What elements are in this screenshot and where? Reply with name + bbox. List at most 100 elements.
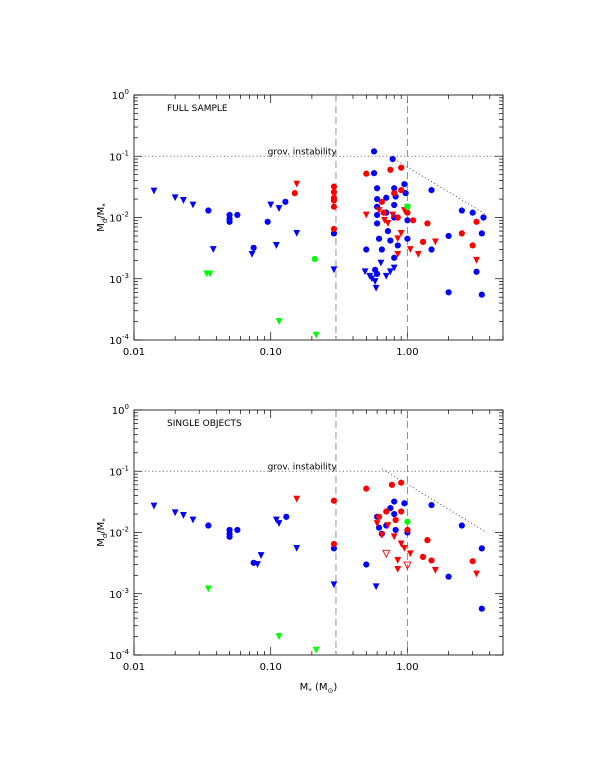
y-tick-label: 10-3 bbox=[109, 272, 129, 286]
y-tick-label: 10-1 bbox=[109, 149, 129, 163]
red-circle-point bbox=[469, 242, 476, 249]
x-axis-label: M* (M⊙) bbox=[300, 682, 338, 695]
blue-triangle-point bbox=[254, 561, 261, 568]
blue-circle-point bbox=[250, 244, 257, 251]
blue-circle-point bbox=[205, 522, 212, 529]
blue-triangle-point bbox=[209, 246, 217, 253]
x-tick-label: 0.01 bbox=[123, 662, 145, 673]
red-triangle-point bbox=[381, 216, 388, 224]
blue-circle-point bbox=[478, 230, 485, 237]
red-circle-point bbox=[404, 526, 411, 534]
blue-triangle-point bbox=[382, 272, 390, 280]
blue-circle-point bbox=[391, 510, 398, 518]
blue-triangle-point bbox=[267, 201, 275, 209]
red-triangle-point bbox=[400, 545, 408, 552]
red-circle-point bbox=[473, 218, 480, 225]
blue-circle-point bbox=[330, 230, 338, 237]
blue-circle-point bbox=[458, 522, 465, 529]
red-triangle-point bbox=[397, 230, 405, 237]
red-open-triangle-point bbox=[403, 561, 412, 570]
instability-label: grov. instability bbox=[268, 147, 338, 157]
red-circle-point bbox=[398, 164, 405, 171]
blue-circle-point bbox=[473, 268, 480, 275]
red-circle-point bbox=[363, 170, 370, 177]
y-tick-label: 10-4 bbox=[109, 333, 129, 347]
blue-circle-point bbox=[445, 289, 452, 296]
blue-circle-point bbox=[445, 573, 452, 580]
blue-triangle-point bbox=[180, 197, 187, 204]
green-triangle-point bbox=[275, 633, 283, 640]
red-circle-point bbox=[375, 513, 383, 520]
blue-triangle-point bbox=[377, 259, 385, 267]
red-triangle-point bbox=[473, 256, 480, 264]
red-circle-point bbox=[378, 198, 385, 205]
y-tick-label: 10-2 bbox=[109, 211, 129, 225]
top-panel-full-sample: 0.01 0.10 1.00 100 10-1 10-2 10-3 10-4 Md/M* FULL… bbox=[96, 88, 504, 358]
blue-triangle-point bbox=[248, 250, 256, 258]
blue-circle-point bbox=[391, 185, 398, 192]
red-circle-point bbox=[330, 225, 338, 233]
blue-circle-point bbox=[478, 605, 485, 612]
blue-triangle-point bbox=[180, 512, 187, 519]
blue-circle-point bbox=[363, 246, 370, 253]
x-tick-label: 1.00 bbox=[396, 347, 418, 358]
red-circle-point bbox=[291, 190, 298, 197]
blue-circle-point bbox=[480, 214, 487, 221]
blue-triangle-point bbox=[293, 545, 301, 552]
red-triangle-point bbox=[431, 567, 439, 574]
x-tick-label: 1.00 bbox=[396, 662, 418, 673]
red-triangle-point bbox=[378, 531, 386, 539]
panel-annotation: FULL SAMPLE bbox=[167, 104, 228, 114]
blue-circle-point bbox=[374, 211, 381, 219]
red-circle-point bbox=[330, 183, 338, 190]
red-circle-point bbox=[458, 230, 465, 237]
blue-circle-point bbox=[226, 533, 233, 540]
diagonal-limit-line bbox=[381, 468, 487, 533]
blue-circle-point bbox=[387, 237, 394, 244]
red-triangle-point bbox=[293, 495, 301, 503]
red-triangle-point bbox=[406, 246, 414, 253]
diagonal-limit-line bbox=[393, 158, 487, 216]
red-triangle-point bbox=[431, 238, 439, 246]
blue-circle-point bbox=[391, 498, 398, 505]
red-circle-point bbox=[398, 508, 405, 515]
blue-triangle-point bbox=[372, 583, 380, 591]
red-circle-point bbox=[330, 540, 338, 548]
green-triangle-point bbox=[204, 585, 212, 593]
blue-triangle-point bbox=[189, 516, 197, 524]
red-circle-point bbox=[424, 537, 431, 544]
blue-triangle-point bbox=[293, 230, 301, 237]
instability-label: grov. instability bbox=[268, 462, 338, 472]
red-triangle-point bbox=[362, 211, 370, 219]
red-circle-point bbox=[469, 558, 476, 565]
green-circle-point bbox=[311, 255, 318, 263]
green-triangle-point bbox=[206, 270, 214, 278]
blue-circle-point bbox=[370, 170, 378, 177]
red-circle-point bbox=[428, 557, 435, 564]
blue-circle-point bbox=[404, 217, 411, 224]
red-triangle-point bbox=[394, 565, 402, 573]
blue-circle-point bbox=[226, 218, 233, 225]
blue-circle-point bbox=[469, 209, 476, 216]
y-tick-label: 10-4 bbox=[109, 648, 129, 662]
blue-triangle-point bbox=[272, 242, 280, 249]
blue-circle-point bbox=[374, 185, 381, 192]
red-triangle-point bbox=[293, 180, 301, 188]
red-triangle-point bbox=[384, 220, 392, 227]
blue-triangle-point bbox=[275, 520, 283, 527]
y-tick-label: 10-2 bbox=[109, 526, 129, 540]
blue-circle-point bbox=[384, 227, 392, 235]
blue-circle-point bbox=[428, 246, 435, 253]
blue-circle-point bbox=[478, 291, 485, 298]
blue-triangle-point bbox=[368, 275, 376, 283]
green-triangle-point bbox=[275, 318, 283, 325]
red-circle-point bbox=[419, 553, 427, 560]
red-circle-point bbox=[394, 214, 401, 221]
blue-triangle-point bbox=[257, 552, 265, 559]
blue-circle-point bbox=[391, 201, 398, 209]
blue-triangle-point bbox=[361, 268, 369, 276]
red-circle-point bbox=[380, 209, 387, 216]
blue-circle-point bbox=[458, 207, 465, 214]
blue-triangle-point bbox=[390, 264, 398, 272]
y-tick-label: 100 bbox=[112, 88, 129, 102]
